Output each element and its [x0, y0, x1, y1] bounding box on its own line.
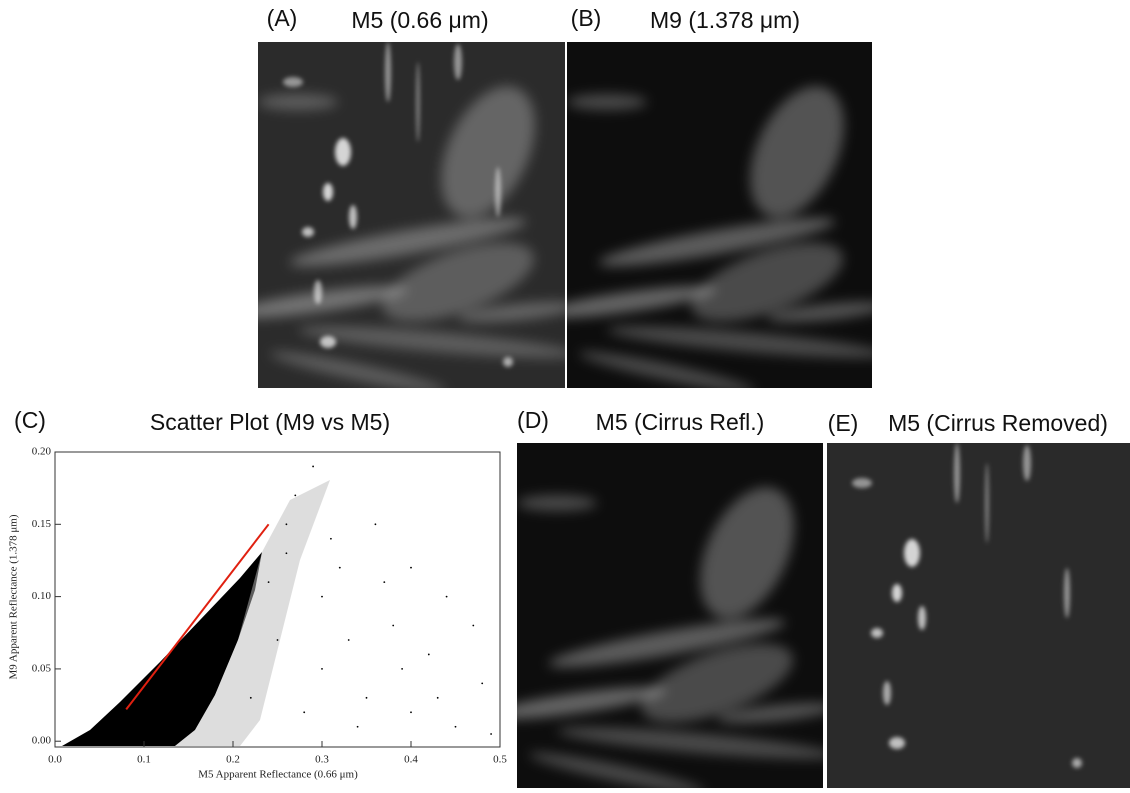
point [366, 697, 368, 699]
point [392, 625, 394, 627]
panel-label: (E) [828, 410, 859, 436]
y-tick-label: 0.05 [32, 662, 52, 674]
point [277, 639, 279, 641]
image [536, 42, 887, 399]
x-tick-label: 0.1 [137, 754, 151, 766]
point [348, 639, 350, 641]
panel-title: M9 (1.378 μm) [650, 7, 800, 33]
y-tick-label: 0.00 [32, 735, 52, 747]
y-tick-label: 0.15 [32, 518, 52, 530]
x-tick-label: 0.4 [404, 754, 418, 766]
panel-title: M5 (Cirrus Refl.) [596, 409, 765, 435]
point [321, 596, 323, 598]
panel-label: (B) [571, 5, 602, 31]
image [486, 443, 837, 788]
point [428, 654, 430, 656]
panel-title: M5 (Cirrus Removed) [888, 410, 1108, 436]
image [227, 42, 578, 399]
point [250, 697, 252, 699]
point [286, 523, 288, 525]
x-axis-label: M5 Apparent Reflectance (0.66 μm) [198, 769, 358, 781]
point [303, 711, 305, 713]
point [410, 711, 412, 713]
point [321, 668, 323, 670]
panel-title: Scatter Plot (M9 vs M5) [150, 409, 390, 435]
point [383, 581, 385, 583]
x-tick-label: 0.2 [226, 754, 240, 766]
panel-label: (D) [517, 407, 549, 433]
panel-b: (B) M9 (1.378 μm) [536, 5, 887, 398]
point [437, 697, 439, 699]
x-tick-label: 0.3 [315, 754, 329, 766]
point [410, 567, 412, 569]
point [330, 538, 332, 540]
point [294, 494, 296, 496]
panel-a: (A) M5 (0.66 μm) [227, 5, 578, 398]
point [268, 581, 270, 583]
point [472, 625, 474, 627]
point [286, 552, 288, 554]
panel-label: (A) [267, 5, 298, 31]
x-tick-label: 0.0 [48, 754, 62, 766]
point [481, 682, 483, 684]
panel-title: M5 (0.66 μm) [351, 7, 488, 33]
panel-e: (E) M5 (Cirrus Removed) [827, 410, 1130, 788]
point [312, 466, 314, 468]
point [339, 567, 341, 569]
panel-c: (C) Scatter Plot (M9 vs M5) M5 Apparent … [8, 407, 508, 780]
panel-label: (C) [14, 407, 46, 433]
point [490, 733, 492, 735]
y-tick-label: 0.20 [32, 446, 52, 458]
image [827, 443, 1130, 788]
y-axis-label: M9 Apparent Reflectance (1.378 μm) [8, 514, 20, 679]
panel-d: (D) M5 (Cirrus Refl.) [486, 407, 837, 788]
figure: (A) M5 (0.66 μm) (B) M9 (1.378 μm) (C) S… [0, 0, 1130, 788]
point [401, 668, 403, 670]
y-tick-label: 0.10 [32, 590, 52, 602]
point [446, 596, 448, 598]
point [455, 726, 457, 728]
point [357, 726, 359, 728]
point [375, 523, 377, 525]
x-tick-label: 0.5 [493, 754, 507, 766]
